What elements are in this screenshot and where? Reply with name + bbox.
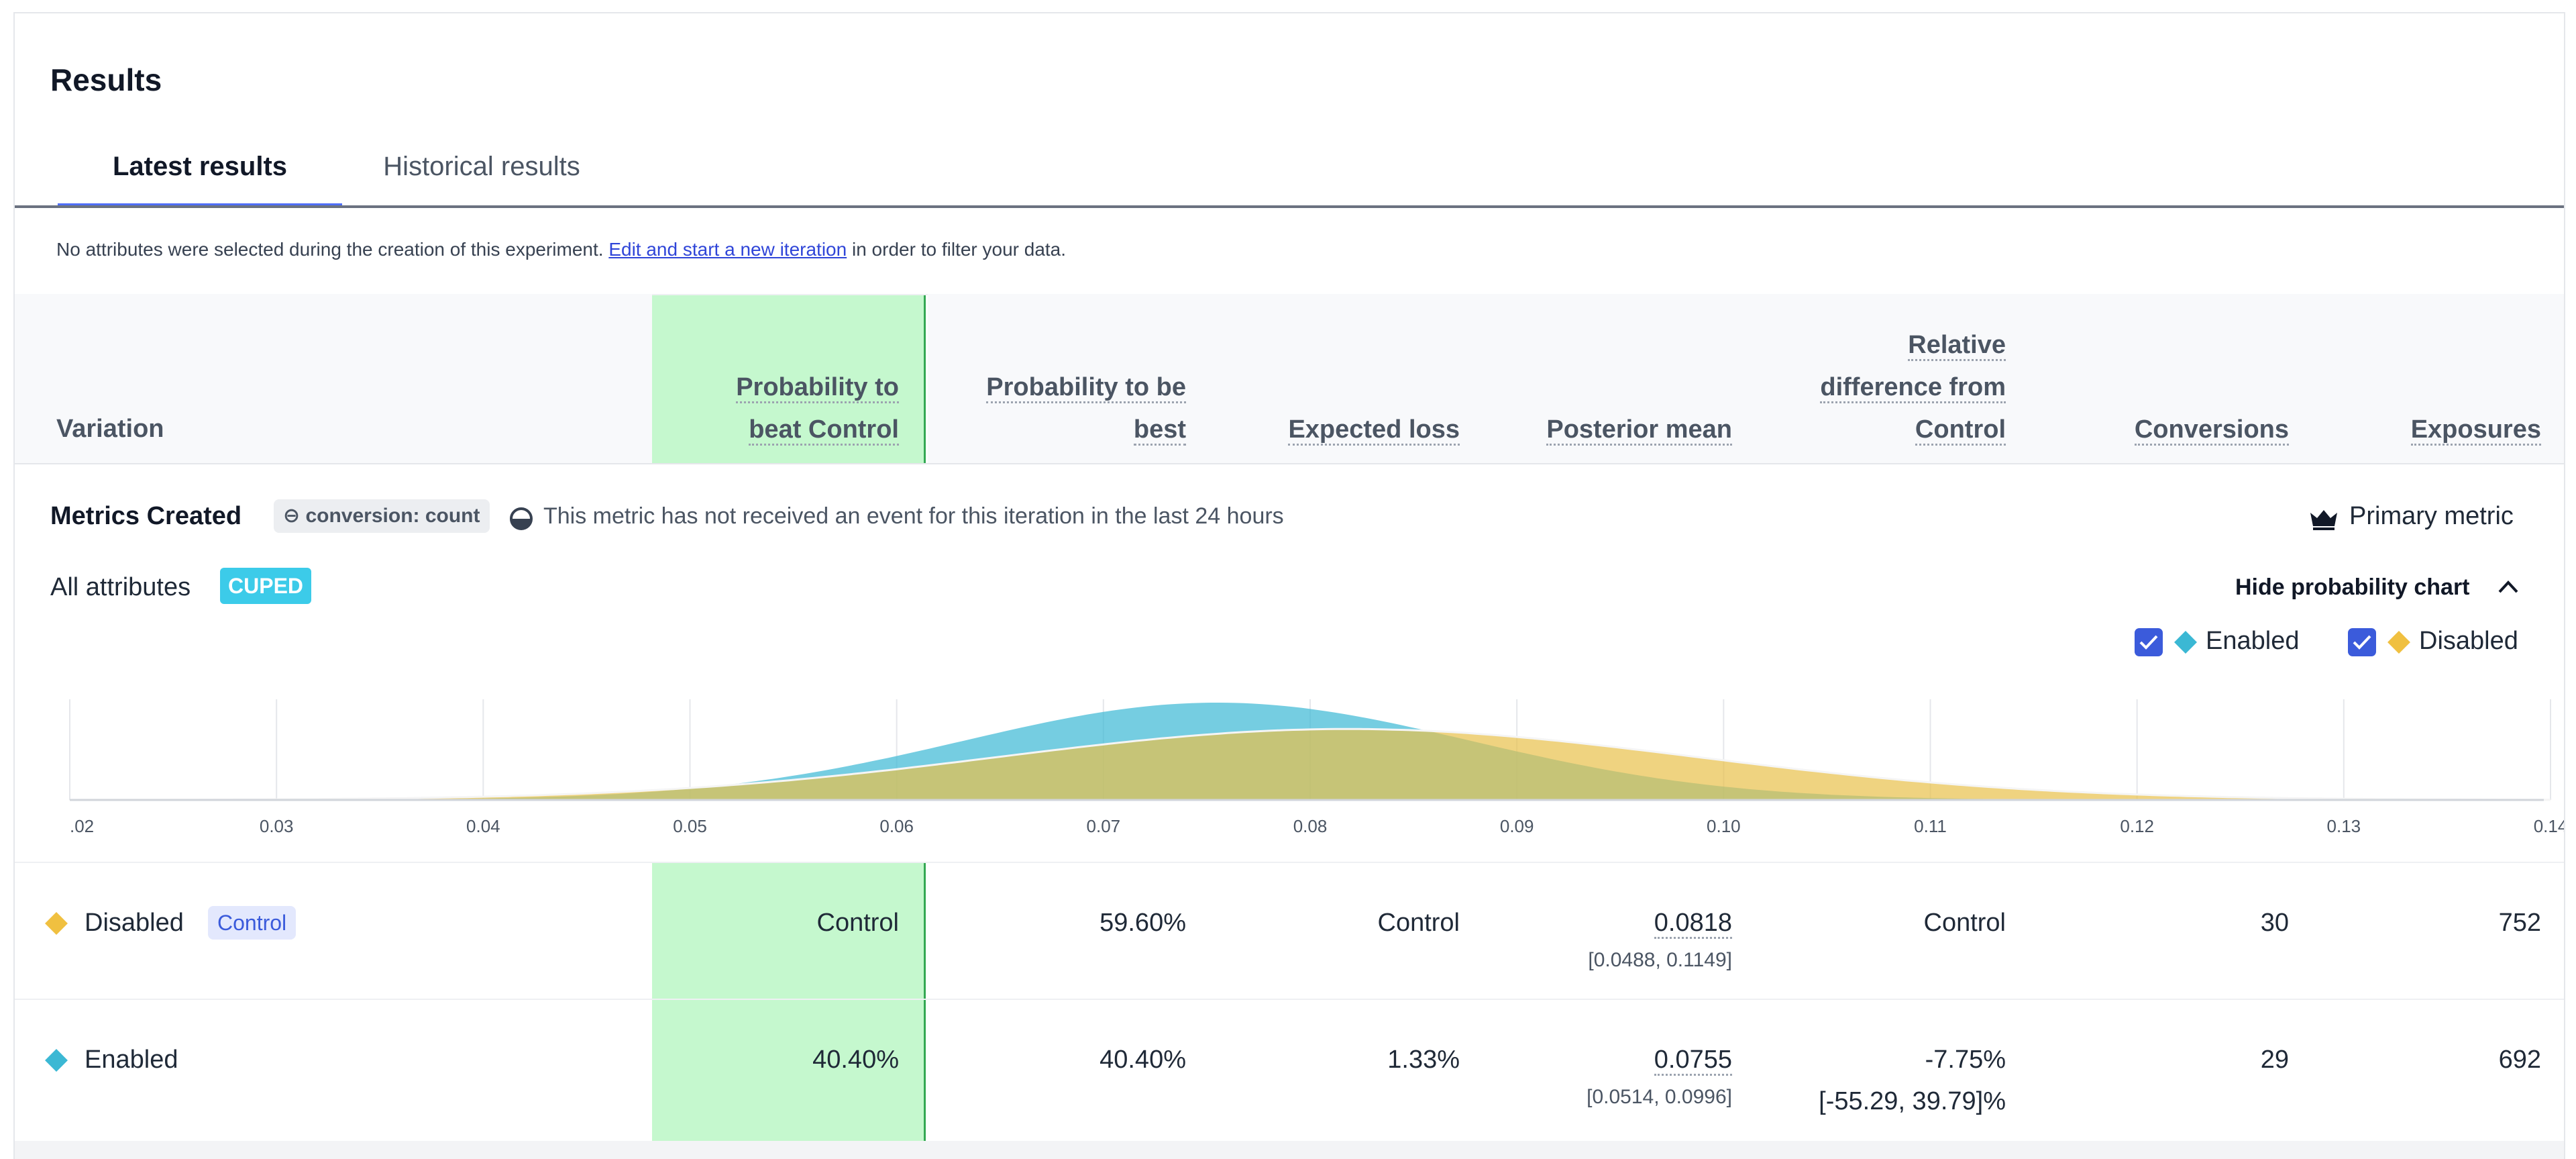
metric-type-badge: ⊖ conversion: count [274,499,490,533]
primary-metric-label: Primary metric [2349,502,2514,530]
cell-posterior-mean[interactable]: 0.0818 [1484,909,1732,939]
edit-iteration-link[interactable]: Edit and start a new iteration [608,239,847,260]
disabled-diamond-icon [45,912,68,935]
legend-enabled[interactable]: Enabled [2135,625,2329,659]
x-tick-label: 0.13 [2327,816,2361,836]
disabled-checkbox[interactable] [2348,628,2376,656]
results-card: Results Latest results Historical result… [13,12,2565,1159]
check-icon [2139,635,2158,650]
col-prob-best-line1: Probability to be [986,373,1186,403]
header-bg-right [928,294,2564,464]
metric-name: Metrics Created [50,502,242,530]
col-prob-beat-line1: Probability to [736,373,899,403]
variation-name: Disabled [85,909,184,937]
cell-conversions: 30 [2260,909,2289,937]
col-expected-loss[interactable]: Expected loss [1216,409,1460,451]
col-exposures-label: Exposures [2410,415,2541,446]
col-exposures[interactable]: Exposures [2316,409,2541,451]
x-tick-label: 0.08 [1293,816,1328,836]
col-prob-beat-line2: beat Control [749,415,899,446]
cell-relative-difference-ci: [-55.29, 39.79]% [1819,1087,2006,1115]
cell-posterior-ci: [0.0514, 0.0996] [1587,1086,1732,1108]
active-tab-indicator [58,203,342,207]
hide-probability-chart-button[interactable]: Hide probability chart [2235,574,2470,600]
cell-posterior-mean[interactable]: 0.0755 [1484,1046,1732,1076]
half-circle-icon [510,507,533,530]
cell-conversions: 29 [2260,1046,2289,1074]
x-tick-label: 0.12 [2120,816,2154,836]
series-line-disabled [70,727,2551,801]
variation-name: Enabled [85,1046,178,1074]
x-tick-label: 0.14 [2534,816,2564,836]
cuped-badge: CUPED [220,568,312,604]
x-tick-label: 0.10 [1707,816,1741,836]
attributes-notice: No attributes were selected during the c… [56,239,1066,260]
cell-exposures: 752 [2498,909,2541,937]
check-icon [2353,635,2371,650]
col-prob-beat-control[interactable]: Probability to beat Control [686,366,899,451]
header-divider [15,463,2564,464]
table-footer-strip [15,1141,2564,1159]
table-row-enabled: Enabled 40.40% 40.40% 1.33% 0.0755 [0.05… [15,999,2564,1141]
disabled-diamond-icon [2387,631,2410,654]
highlight-column-body [652,862,926,1141]
tab-latest-results[interactable]: Latest results [112,152,288,181]
col-posterior-mean-label: Posterior mean [1546,415,1732,446]
posterior-mean-value: 0.0755 [1654,1046,1732,1076]
col-posterior-mean[interactable]: Posterior mean [1484,409,1732,451]
chevron-up-icon[interactable] [2497,578,2520,595]
enabled-diamond-icon [45,1049,68,1072]
probability-chart: .02 0.03 0.04 0.05 0.06 0.07 0.08 0.09 0.10 0.11 0… [69,699,2564,836]
enabled-diamond-icon [2174,631,2197,654]
tab-historical-results[interactable]: Historical results [383,152,580,181]
cell-relative-difference: -7.75% [1925,1046,2006,1074]
page-title: Results [50,62,162,97]
header-bg-left [15,294,652,464]
posterior-mean-value: 0.0818 [1654,909,1732,939]
x-tick-label: 0.09 [1500,816,1534,836]
col-expected-loss-label: Expected loss [1288,415,1460,446]
table-row-disabled: Disabled Control Control 59.60% Control … [15,862,2564,999]
enabled-checkbox[interactable] [2135,628,2163,656]
control-badge: Control [208,906,297,940]
col-rel-diff-line3: Control [1915,415,2006,446]
col-rel-diff-line2: difference from [1820,373,2006,403]
cell-prob-beat: 40.40% [812,1046,899,1074]
cell-exposures: 692 [2498,1046,2541,1074]
col-conversions-label: Conversions [2134,415,2289,446]
crown-icon [2310,510,2337,530]
col-conversions[interactable]: Conversions [2068,409,2289,451]
notice-text: No attributes were selected during the c… [56,239,609,260]
cell-relative-difference: Control [1923,909,2006,937]
metric-event-note: This metric has not received an event fo… [543,503,1284,529]
cell-expected-loss: Control [1377,909,1460,937]
x-tick-label: 0.07 [1087,816,1121,836]
attributes-label: All attributes [50,573,191,601]
col-prob-best-line2: best [1133,415,1186,446]
col-variation: Variation [56,415,164,443]
x-tick-label: 0.04 [466,816,500,836]
legend-disabled[interactable]: Disabled [2348,625,2549,659]
x-tick-label: .02 [70,816,94,836]
col-relative-difference[interactable]: Relative difference from Control [1759,324,2006,451]
legend-disabled-label: Disabled [2419,627,2518,655]
series-area-disabled [70,729,2551,800]
x-tick-label: 0.06 [879,816,914,836]
cell-prob-beat: Control [816,909,900,937]
cell-prob-best: 59.60% [1099,909,1186,937]
notice-text-end: in order to filter your data. [847,239,1067,260]
col-prob-best[interactable]: Probability to be best [941,366,1186,451]
cell-posterior-ci: [0.0488, 0.1149] [1588,949,1732,971]
x-tick-label: 0.05 [673,816,707,836]
x-tick-label: 0.11 [1914,816,1947,836]
x-tick-label: 0.03 [260,816,294,836]
highlight-column-header [652,294,926,464]
tabs-divider [15,205,2564,208]
col-rel-diff-line1: Relative [1908,331,2006,361]
cell-prob-best: 40.40% [1099,1046,1186,1074]
cell-expected-loss: 1.33% [1387,1046,1460,1074]
legend-enabled-label: Enabled [2206,627,2300,655]
